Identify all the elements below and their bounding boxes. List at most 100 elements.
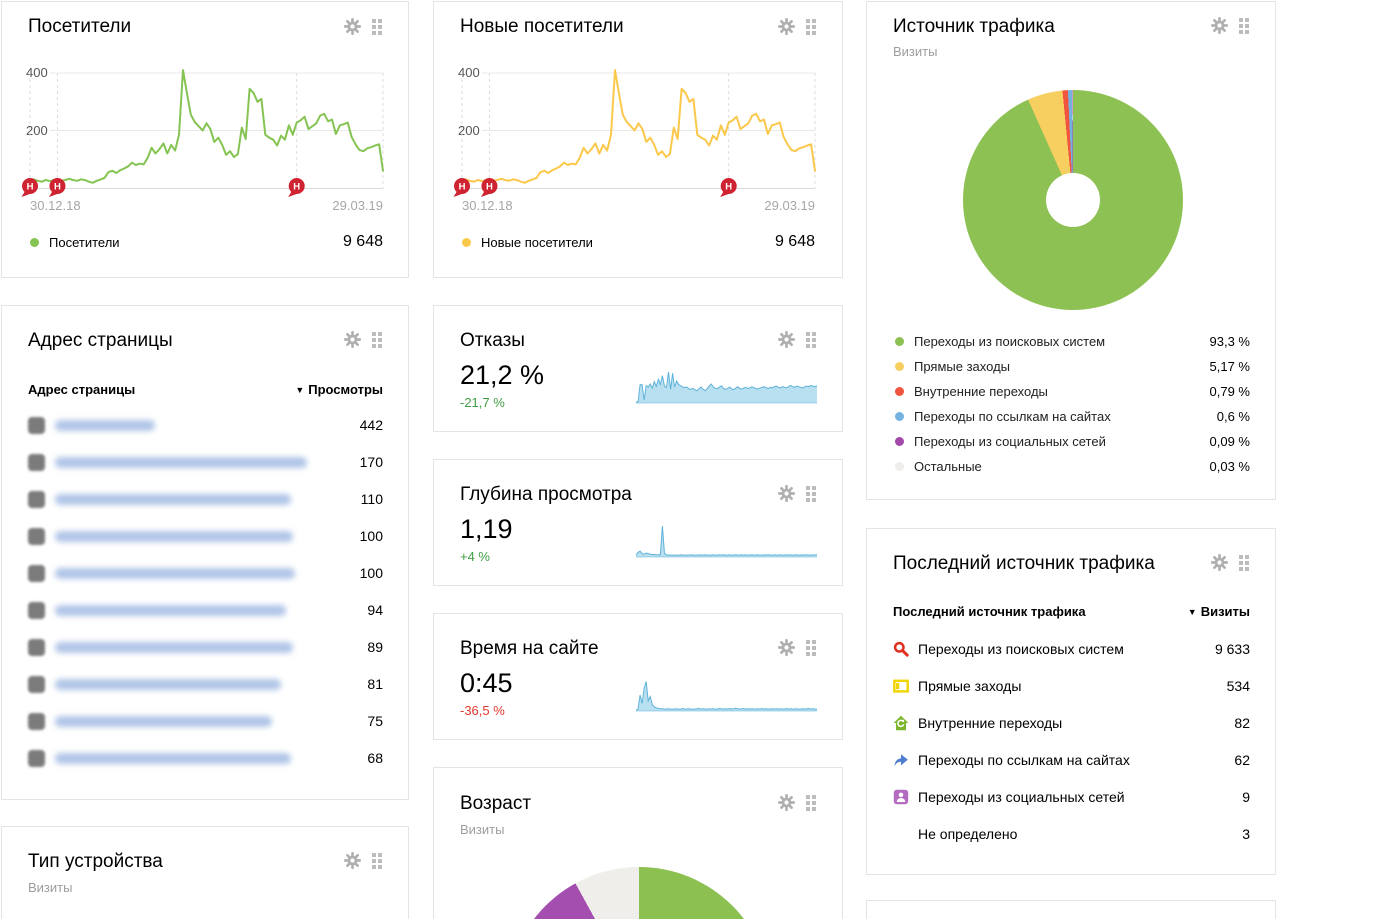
internal-transition-icon	[893, 715, 909, 731]
legend-item: Переходы из поисковых систем 93,3 %	[895, 333, 1250, 349]
y-axis-tick: 200	[458, 123, 480, 138]
url-text-blurred	[55, 641, 293, 653]
kpi-delta: -21,7 %	[460, 395, 505, 410]
drag-handle-icon[interactable]	[372, 331, 382, 348]
widget-subtitle: Визиты	[893, 44, 938, 59]
views-value: 68	[367, 750, 383, 766]
drag-handle-icon[interactable]	[1239, 554, 1249, 571]
views-value: 75	[367, 713, 383, 729]
settings-gear-icon[interactable]	[344, 18, 361, 35]
settings-gear-icon[interactable]	[344, 852, 361, 869]
table-row[interactable]: Внутренние переходы 82	[893, 711, 1250, 735]
column-header-dimension[interactable]: Последний источник трафика	[893, 604, 1086, 619]
age-pie-chart[interactable]	[507, 867, 771, 919]
widget-depth: Глубина просмотра 1,19 +4 %	[433, 459, 843, 586]
legend-dot	[895, 436, 904, 446]
settings-gear-icon[interactable]	[344, 331, 361, 348]
time-sparkline-chart[interactable]	[635, 678, 817, 715]
views-value: 100	[359, 528, 383, 544]
settings-gear-icon[interactable]	[778, 18, 795, 35]
drag-handle-icon[interactable]	[372, 852, 382, 869]
svg-text:Н: Н	[27, 182, 34, 193]
legend-label: Остальные	[914, 458, 982, 474]
drag-handle-icon[interactable]	[806, 18, 816, 35]
widget-actions	[1211, 554, 1249, 571]
drag-handle-icon[interactable]	[806, 331, 816, 348]
views-value: 100	[359, 565, 383, 581]
column-header-metric-sorted[interactable]: ▼ Визиты	[1187, 604, 1250, 619]
table-row[interactable]: 110	[28, 487, 383, 511]
depth-sparkline-chart[interactable]	[635, 524, 818, 561]
settings-gear-icon[interactable]	[778, 331, 795, 348]
settings-gear-icon[interactable]	[778, 639, 795, 656]
table-row[interactable]: 81	[28, 672, 383, 696]
series-dot	[462, 237, 471, 247]
direct-icon	[893, 678, 909, 694]
legend-value: 0,03 %	[1209, 458, 1250, 474]
views-value: 442	[359, 417, 383, 433]
settings-gear-icon[interactable]	[778, 485, 795, 502]
svg-text:Н: Н	[725, 182, 732, 193]
column-header-dimension[interactable]: Адрес страницы	[28, 382, 136, 397]
widget-last-traffic-source: Последний источник трафика Последний ист…	[866, 528, 1276, 875]
traffic-source-donut-chart[interactable]	[963, 90, 1183, 310]
widget-age: Возраст Визиты	[433, 767, 843, 919]
table-row[interactable]: 100	[28, 524, 383, 548]
legend-item: Переходы из социальных сетей 0,09 %	[895, 433, 1250, 449]
table-row[interactable]: Не определено 3	[893, 822, 1250, 846]
widget-title: Посетители	[28, 16, 132, 37]
legend-label: Переходы по ссылкам на сайтах	[914, 408, 1111, 424]
table-row[interactable]: Переходы по ссылкам на сайтах 62	[893, 748, 1250, 772]
series-label: Новые посетители	[481, 234, 593, 250]
x-axis: 30.12.18 29.03.19	[30, 198, 383, 213]
bounces-sparkline-chart[interactable]	[636, 370, 818, 407]
widget-actions	[778, 639, 816, 656]
table-row[interactable]: 442	[28, 413, 383, 437]
drag-handle-icon[interactable]	[806, 794, 816, 811]
widget-traffic-source: Источник трафика Визиты Переходы из поис…	[866, 1, 1276, 500]
legend-value: 5,17 %	[1209, 358, 1250, 374]
drag-handle-icon[interactable]	[806, 485, 816, 502]
series-label: Посетители	[49, 234, 120, 250]
settings-gear-icon[interactable]	[1211, 554, 1228, 571]
legend-item: Внутренние переходы 0,79 %	[895, 383, 1250, 399]
legend-value: 0,6 %	[1216, 408, 1250, 424]
table-row[interactable]: 100	[28, 561, 383, 585]
widget-visitors: Посетители 400 200 Н Н Н 30.12.18 29.03.19…	[1, 1, 409, 278]
table-row[interactable]: 68	[28, 746, 383, 770]
site-favicon-blurred	[28, 416, 45, 434]
drag-handle-icon[interactable]	[1239, 17, 1249, 34]
url-text-blurred	[55, 752, 291, 764]
widget-actions	[1211, 17, 1249, 34]
kpi-delta: +4 %	[460, 549, 490, 564]
site-favicon-blurred	[28, 601, 45, 619]
widget-actions	[778, 794, 816, 811]
table-row[interactable]: Переходы из поисковых систем 9 633	[893, 637, 1250, 661]
settings-gear-icon[interactable]	[778, 794, 795, 811]
url-text-blurred	[55, 567, 295, 579]
settings-gear-icon[interactable]	[1211, 17, 1228, 34]
table-row[interactable]: Переходы из социальных сетей 9	[893, 785, 1250, 809]
drag-handle-icon[interactable]	[806, 639, 816, 656]
widget-title: Отказы	[460, 330, 525, 351]
url-text-blurred	[55, 530, 293, 542]
widget-subtitle: Визиты	[460, 822, 505, 837]
widget-new-visitors: Новые посетители 400 200 Н Н Н 30.12.18 29…	[433, 1, 843, 278]
column-header-metric-sorted[interactable]: ▼ Просмотры	[295, 382, 383, 397]
table-row[interactable]: 170	[28, 450, 383, 474]
widget-device-type: Тип устройства Визиты	[1, 826, 409, 919]
widget-time-on-site: Время на сайте 0:45 -36,5 %	[433, 613, 843, 740]
table-row[interactable]: 94	[28, 598, 383, 622]
kpi-value: 21,2 %	[460, 360, 545, 390]
table-row[interactable]: Прямые заходы 534	[893, 674, 1250, 698]
drag-handle-icon[interactable]	[372, 18, 382, 35]
site-favicon-blurred	[28, 749, 45, 767]
widget-title: Последний источник трафика	[893, 553, 1155, 574]
legend-dot	[895, 361, 904, 371]
kpi-value: 1,19	[460, 514, 513, 544]
table-row[interactable]: 89	[28, 635, 383, 659]
views-value: 94	[367, 602, 383, 618]
table-row[interactable]: 75	[28, 709, 383, 733]
